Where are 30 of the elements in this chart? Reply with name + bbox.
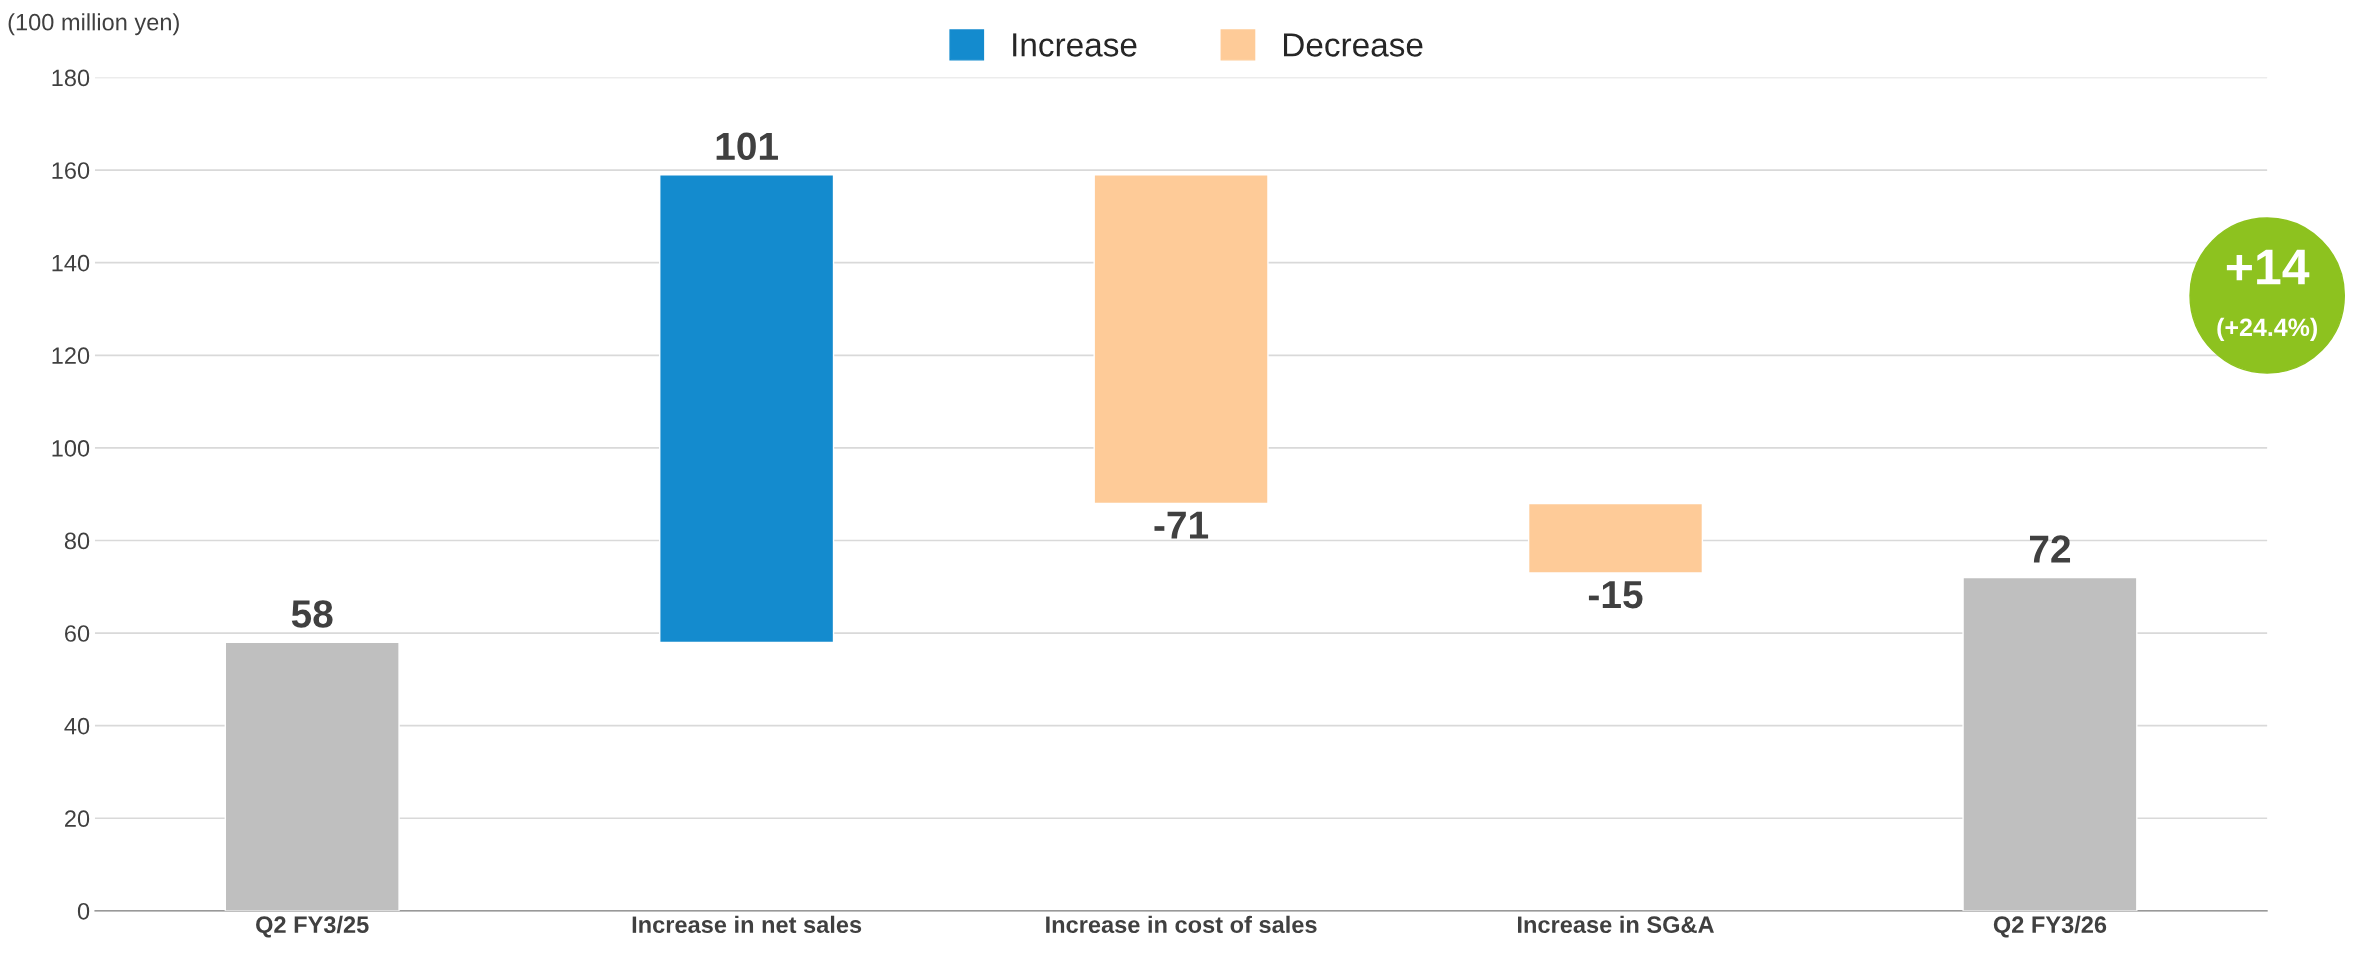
bar [224,641,400,911]
y-tick-label: 180 [52,69,90,87]
bar [1093,174,1269,505]
bar [659,174,835,644]
y-tick-label: 140 [52,254,90,272]
data-label: 72 [2029,535,2071,563]
y-tick-label: 120 [52,347,90,365]
x-tick-label: Q2 FY3/25 [256,915,369,938]
y-tick-label: 40 [64,717,90,735]
data-label: -71 [1154,511,1209,539]
bar [1962,576,2138,911]
legend-label: Increase [1013,33,1137,57]
data-label: -15 [1588,581,1643,609]
data-label: 58 [291,600,333,628]
y-tick-label: 0 [77,902,90,920]
y-tick-label: 160 [52,162,90,179]
y-tick-label: 80 [64,532,90,550]
x-tick-label: Increase in cost of sales [1046,915,1317,934]
y-axis-title: (100 million yen) [8,13,179,36]
y-tick-label: 100 [52,439,90,457]
x-tick-label: Q2 FY3/26 [1993,915,2107,938]
annotation: +14 [2226,249,2310,285]
y-tick-label: 20 [65,810,90,828]
bar [1527,502,1704,574]
x-tick-label: Increase in SG&A [1518,915,1714,934]
data-label: 101 [716,132,778,161]
annotation: (+24.4%) [2217,317,2317,342]
x-tick-label: Increase in net sales [632,915,862,934]
legend-label: Decrease [1283,33,1423,57]
y-tick-label: 60 [65,625,90,642]
